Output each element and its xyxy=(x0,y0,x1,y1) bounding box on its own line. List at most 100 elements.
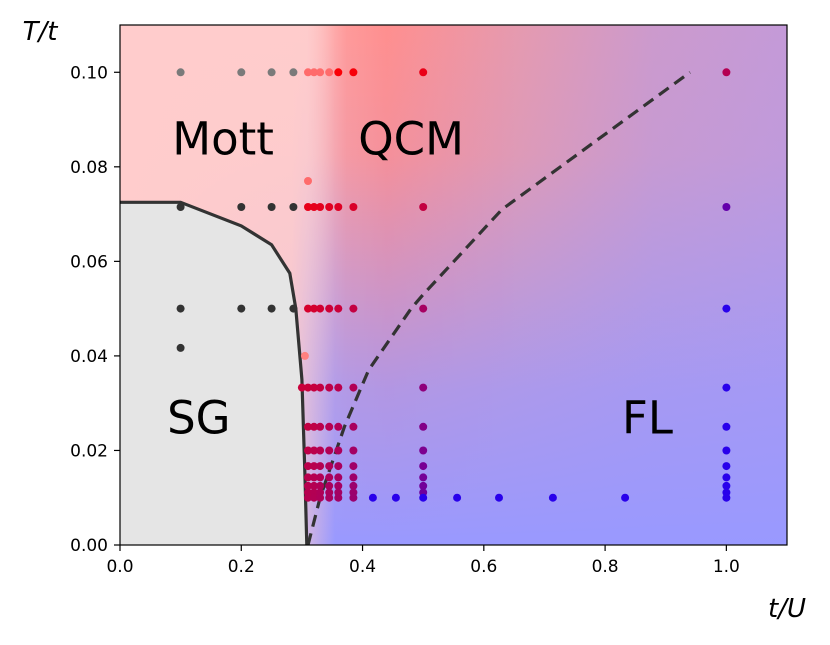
data-point xyxy=(316,481,325,490)
data-point xyxy=(267,68,276,77)
data-point xyxy=(310,493,318,502)
data-point xyxy=(316,383,325,392)
data-point xyxy=(334,493,343,502)
data-point xyxy=(289,203,298,211)
y-tick-label: 0.02 xyxy=(70,441,108,461)
data-point xyxy=(304,422,312,431)
y-tick-label: 0.10 xyxy=(70,63,108,83)
data-point xyxy=(316,422,325,431)
data-point xyxy=(289,68,298,77)
data-point xyxy=(419,422,428,431)
data-point xyxy=(304,68,312,77)
data-point xyxy=(325,304,334,313)
data-point xyxy=(349,446,358,455)
region-labels: Mott QCM SG FL xyxy=(167,113,673,445)
data-point xyxy=(368,493,377,502)
x-tick-label: 0.8 xyxy=(592,557,619,577)
data-point xyxy=(325,446,334,455)
data-point xyxy=(391,493,400,502)
data-point xyxy=(349,68,358,77)
data-point xyxy=(349,481,358,490)
data-point xyxy=(334,383,343,392)
data-point xyxy=(310,422,318,431)
x-tick-label: 0.4 xyxy=(349,557,376,577)
data-point xyxy=(621,493,630,502)
data-point xyxy=(304,473,312,482)
data-point xyxy=(300,351,309,360)
data-point xyxy=(325,481,334,490)
y-axis-ticks: 0.00 0.02 0.04 0.06 0.08 0.10 xyxy=(70,63,120,556)
region-label-sg: SG xyxy=(167,391,230,444)
data-point xyxy=(304,177,312,185)
data-point xyxy=(289,304,298,313)
region-label-fl: FL xyxy=(622,391,673,444)
crossover-dashed-line xyxy=(306,71,691,545)
data-point xyxy=(722,473,731,482)
data-point xyxy=(310,446,318,455)
data-point xyxy=(419,383,428,392)
data-point xyxy=(349,203,358,211)
data-point xyxy=(349,422,358,431)
y-tick-label: 0.08 xyxy=(70,158,108,178)
data-point xyxy=(334,462,343,471)
data-point xyxy=(310,462,318,471)
data-point xyxy=(334,473,343,482)
data-point xyxy=(176,203,185,211)
y-tick-label: 0.04 xyxy=(70,347,108,367)
data-point xyxy=(334,446,343,455)
data-point xyxy=(722,383,731,392)
data-point xyxy=(176,68,185,77)
data-point xyxy=(176,343,185,352)
data-point xyxy=(334,203,343,211)
data-point xyxy=(237,203,246,211)
data-point xyxy=(419,493,428,502)
x-axis-ticks: 0.0 0.2 0.4 0.6 0.8 1.0 xyxy=(106,545,740,577)
data-point xyxy=(304,493,312,502)
data-point xyxy=(349,493,358,502)
data-point xyxy=(325,473,334,482)
data-point xyxy=(722,304,731,313)
x-tick-label: 0.2 xyxy=(228,557,255,577)
data-point xyxy=(722,203,731,211)
data-point xyxy=(722,462,731,471)
region-label-qcm: QCM xyxy=(358,113,464,166)
data-point xyxy=(325,203,334,211)
data-point xyxy=(349,473,358,482)
data-point xyxy=(304,304,312,313)
data-point xyxy=(419,462,428,471)
data-point xyxy=(316,304,325,313)
x-tick-label: 1.0 xyxy=(713,557,740,577)
plot-frame xyxy=(119,24,788,546)
data-point xyxy=(310,68,318,77)
data-point xyxy=(237,304,246,313)
data-point xyxy=(316,462,325,471)
data-points xyxy=(176,68,731,502)
data-point xyxy=(304,462,312,471)
data-point xyxy=(453,493,462,502)
x-tick-label: 0.6 xyxy=(470,557,497,577)
region-label-mott: Mott xyxy=(172,113,274,166)
data-point xyxy=(316,473,325,482)
data-point xyxy=(722,481,731,490)
data-point xyxy=(304,383,312,392)
data-point xyxy=(722,422,731,431)
data-point xyxy=(419,68,428,77)
data-point xyxy=(316,493,325,502)
data-point xyxy=(548,493,557,502)
data-point xyxy=(310,304,318,313)
data-point xyxy=(316,68,325,77)
data-point xyxy=(304,446,312,455)
data-point xyxy=(722,493,731,502)
data-point xyxy=(297,383,306,392)
data-point xyxy=(310,203,318,211)
spin-glass-boundary-line xyxy=(120,200,309,545)
y-axis-label: T/t xyxy=(23,17,59,47)
data-point xyxy=(419,481,428,490)
data-point xyxy=(419,473,428,482)
data-point xyxy=(304,481,312,490)
data-point xyxy=(237,68,246,77)
x-axis-label: t/U xyxy=(768,594,806,624)
data-point xyxy=(349,462,358,471)
data-point xyxy=(419,304,428,313)
